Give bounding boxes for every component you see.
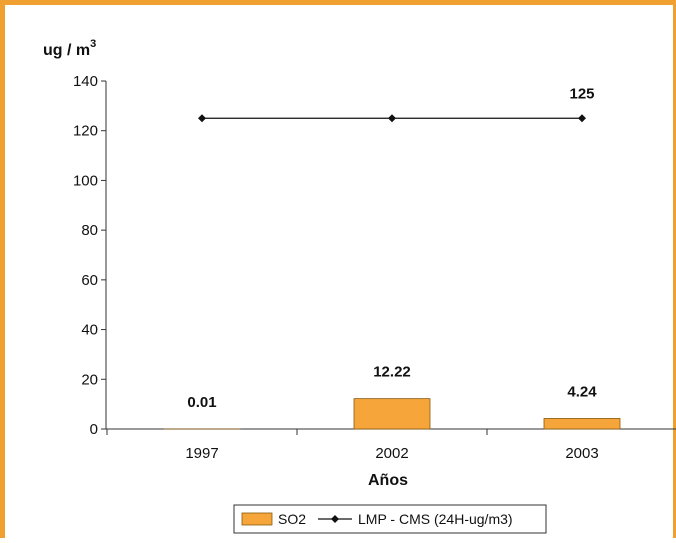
chart-svg: ug / m3 0 20 40 60 80 100 120 140 1997 2002 2003 0.…	[5, 5, 676, 543]
y-axis-title-superscript: 3	[90, 38, 96, 50]
x-tick-label: 1997	[185, 445, 218, 462]
plot-area: 0 20 40 60 80 100 120 140 1997 2002 2003 0.01 12.22 4…	[73, 73, 676, 462]
y-axis-title-text: ug / m	[43, 42, 90, 59]
legend-label-lmp: LMP - CMS (24H-ug/m3)	[358, 511, 513, 527]
y-tick-label: 80	[81, 222, 98, 239]
bar-SO2	[544, 418, 620, 429]
y-tick-label: 100	[73, 172, 98, 189]
y-tick-label: 40	[81, 322, 98, 339]
y-tick-label: 0	[90, 421, 98, 438]
bar-data-label: 4.24	[567, 383, 597, 400]
bar-SO2	[354, 399, 430, 429]
legend: SO2 LMP - CMS (24H-ug/m3)	[234, 505, 546, 533]
y-tick-label: 120	[73, 123, 98, 140]
y-tick-label: 140	[73, 73, 98, 90]
legend-label-so2: SO2	[278, 511, 306, 527]
legend-swatch-bar	[242, 513, 272, 525]
y-tick-label: 60	[81, 272, 98, 289]
y-axis-title: ug / m3	[43, 38, 96, 59]
line-data-label: 125	[569, 85, 594, 102]
x-tick-label: 2002	[375, 445, 408, 462]
y-tick-label: 20	[81, 371, 98, 388]
x-axis-title: Años	[368, 472, 408, 489]
bar-data-label: 12.22	[373, 364, 411, 381]
line-point-marker	[388, 114, 396, 122]
line-point-marker	[578, 114, 586, 122]
x-tick-label: 2003	[565, 445, 598, 462]
bar-data-label: 0.01	[187, 394, 216, 411]
line-point-marker	[198, 114, 206, 122]
